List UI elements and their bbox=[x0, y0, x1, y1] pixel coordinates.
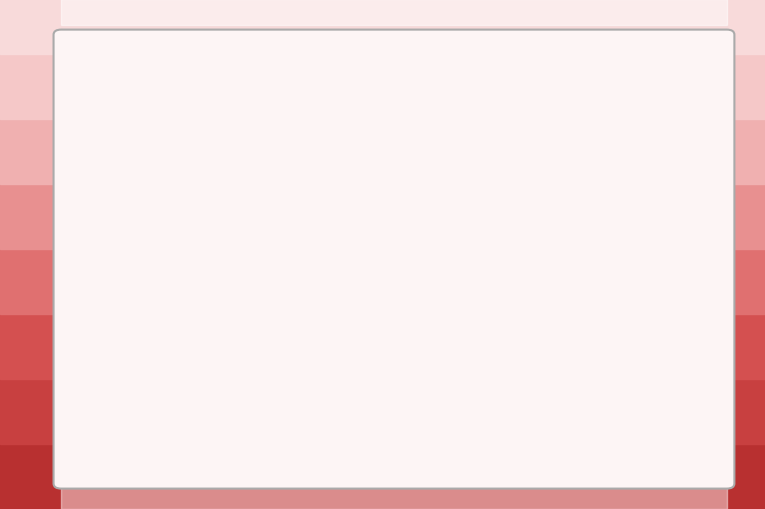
Text: Child nodes: Child nodes bbox=[604, 265, 704, 275]
Ellipse shape bbox=[455, 250, 493, 289]
Bar bbox=[61, 382, 727, 407]
Text: ✱ Data is represented in trees structures: ✱ Data is represented in trees structure… bbox=[61, 211, 435, 227]
Bar bbox=[61, 127, 727, 153]
Text: ✱ Relationships between the node: ✱ Relationships between the node bbox=[122, 303, 415, 318]
Text: ✱ There’s nodes: ✱ There’s nodes bbox=[122, 257, 259, 272]
Bar bbox=[61, 254, 727, 280]
Bar bbox=[61, 484, 727, 509]
Bar bbox=[61, 76, 727, 102]
Ellipse shape bbox=[555, 337, 593, 376]
Bar bbox=[61, 229, 727, 254]
Ellipse shape bbox=[562, 250, 601, 289]
Ellipse shape bbox=[532, 174, 570, 213]
Bar bbox=[61, 280, 727, 305]
Text: ✱Easily modified format: ✱Easily modified format bbox=[61, 400, 271, 415]
Text: Root node: Root node bbox=[574, 188, 672, 199]
Text: XML Model: XML Model bbox=[258, 73, 507, 110]
Bar bbox=[61, 331, 727, 356]
Bar bbox=[61, 153, 727, 178]
Text: Sibling nodes: Sibling nodes bbox=[504, 409, 575, 419]
Bar bbox=[61, 102, 727, 127]
Ellipse shape bbox=[486, 337, 524, 376]
Bar bbox=[61, 356, 727, 382]
Text: ✱ The XML Model is hierarchical format: ✱ The XML Model is hierarchical format bbox=[61, 165, 408, 181]
FancyBboxPatch shape bbox=[413, 148, 711, 428]
Bar bbox=[61, 0, 727, 25]
Bar bbox=[61, 407, 727, 433]
Bar bbox=[61, 51, 727, 76]
Ellipse shape bbox=[417, 337, 455, 376]
Bar bbox=[61, 25, 727, 51]
Bar bbox=[61, 458, 727, 484]
Bar bbox=[61, 178, 727, 204]
Bar bbox=[61, 204, 727, 229]
Bar bbox=[61, 305, 727, 331]
Text: ✱The schema provides flexibility: ✱The schema provides flexibility bbox=[61, 349, 353, 364]
Bar bbox=[61, 433, 727, 458]
Ellipse shape bbox=[623, 337, 662, 376]
